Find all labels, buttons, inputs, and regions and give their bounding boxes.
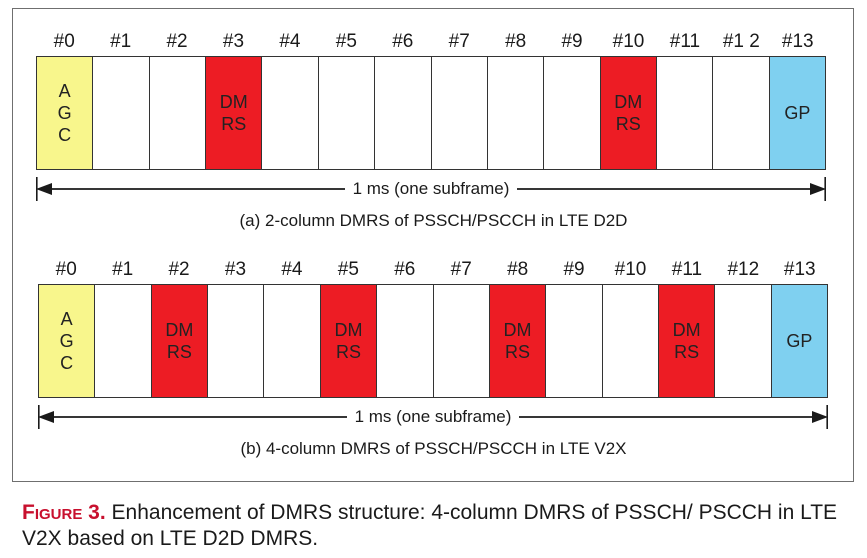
data-symbol-cell — [375, 57, 432, 169]
slot-label: #2 — [168, 259, 190, 280]
panel-b-v2x: #0 #1 #2 #3 #4 #5 #6 #7 #8 #9 #10 #11 #12 #13 A G C DM… — [0, 258, 867, 470]
gp-symbol-cell: GP — [769, 57, 826, 169]
data-symbol-cell — [656, 57, 714, 169]
panel-caption: (a) 2-column DMRS of PSSCH/PSCCH in LTE … — [239, 211, 628, 230]
dmrs-symbol-cell: DM RS — [489, 285, 547, 397]
data-symbol-cell — [544, 57, 601, 169]
slot-label: #11 — [671, 259, 703, 280]
slot-labels: #0 #1 #2 #3 #4 #5 #6 #7 #8 #9 #10 #11 #1 2 #13 — [0, 30, 867, 54]
slot-label: #1 2 — [722, 31, 760, 52]
slot-label: #5 — [335, 31, 357, 52]
cell-label: GP — [784, 103, 811, 123]
slot-label: #10 — [612, 31, 645, 52]
slot-label: #1 — [110, 31, 132, 52]
slot-label: #6 — [392, 31, 414, 52]
panel-a-d2d: #0 #1 #2 #3 #4 #5 #6 #7 #8 #9 #10 #11 #1 2 #13 A G C D… — [0, 30, 867, 242]
slot-label: #12 — [727, 259, 760, 280]
slot-label: #13 — [783, 259, 816, 280]
slot-label: #11 — [669, 31, 701, 52]
cell-label: GP — [786, 331, 813, 351]
subframe-span-arrow: 1 ms (one subframe) — [38, 405, 828, 429]
dmrs-symbol-cell: DM RS — [600, 57, 657, 169]
data-symbol-cell — [715, 285, 772, 397]
data-symbol-cell — [262, 57, 319, 169]
cell-label: A G C — [59, 309, 74, 373]
slot-label: #3 — [222, 31, 245, 52]
slot-label: #9 — [563, 259, 585, 280]
figure-caption: Figure 3. Enhancement of DMRS structure:… — [22, 500, 852, 552]
subframe-span-arrow: 1 ms (one subframe) — [36, 177, 826, 201]
gp-symbol-cell: GP — [771, 285, 828, 397]
slot-label: #2 — [166, 31, 188, 52]
slot-label: #8 — [505, 31, 527, 52]
figure-frame — [12, 8, 854, 482]
data-symbol-cell — [713, 57, 770, 169]
cell-label: DM RS — [503, 320, 532, 362]
data-symbol-cell — [377, 285, 434, 397]
data-symbol-cell — [487, 57, 545, 169]
panel-caption: (b) 4-column DMRS of PSSCH/PSCCH in LTE … — [240, 439, 627, 458]
agc-symbol-cell: A G C — [37, 57, 94, 169]
slot-label: #13 — [781, 31, 814, 52]
data-symbol-cell — [95, 285, 152, 397]
data-symbol-cell — [149, 57, 207, 169]
dmrs-symbol-cell: DM RS — [658, 285, 716, 397]
agc-symbol-cell: A G C — [39, 285, 96, 397]
figure-caption-text: Enhancement of DMRS structure: 4-column … — [22, 501, 838, 550]
cell-label: DM RS — [614, 92, 643, 134]
cell-label: DM RS — [334, 320, 363, 362]
slot-label: #3 — [224, 259, 247, 280]
slot-label: #4 — [281, 259, 303, 280]
slot-label: #8 — [507, 259, 529, 280]
slot-label: #4 — [279, 31, 301, 52]
slot-labels: #0 #1 #2 #3 #4 #5 #6 #7 #8 #9 #10 #11 #12 #13 — [0, 258, 867, 282]
slot-label: #7 — [448, 31, 470, 52]
data-symbol-cell — [431, 57, 488, 169]
slot-label: #7 — [450, 259, 472, 280]
slot-label: #0 — [53, 31, 75, 52]
data-symbol-cell — [318, 57, 376, 169]
slot-label: #9 — [561, 31, 583, 52]
cell-label: A G C — [57, 81, 72, 145]
slot-label: #5 — [337, 259, 359, 280]
dmrs-symbol-cell: DM RS — [320, 285, 378, 397]
slot-label: #6 — [394, 259, 416, 280]
data-symbol-cell — [264, 285, 321, 397]
data-symbol-cell — [602, 285, 659, 397]
cell-label: DM RS — [219, 92, 248, 134]
span-label: 1 ms (one subframe) — [344, 179, 518, 198]
data-symbol-cell — [546, 285, 603, 397]
data-symbol-cell — [93, 57, 150, 169]
subframe-row: A G C DM RS DM RS DM RS DM RS GP — [38, 284, 828, 398]
cell-label: DM RS — [672, 320, 701, 362]
data-symbol-cell — [208, 285, 265, 397]
dmrs-symbol-cell: DM RS — [206, 57, 263, 169]
data-symbol-cell — [433, 285, 490, 397]
cell-label: DM RS — [165, 320, 194, 362]
figure-number: Figure 3. — [22, 501, 106, 524]
subframe-row: A G C DM RS DM RS GP — [36, 56, 826, 170]
slot-label: #1 — [112, 259, 134, 280]
slot-label: #10 — [614, 259, 647, 280]
span-label: 1 ms (one subframe) — [346, 407, 520, 426]
dmrs-symbol-cell: DM RS — [151, 285, 209, 397]
slot-label: #0 — [55, 259, 77, 280]
